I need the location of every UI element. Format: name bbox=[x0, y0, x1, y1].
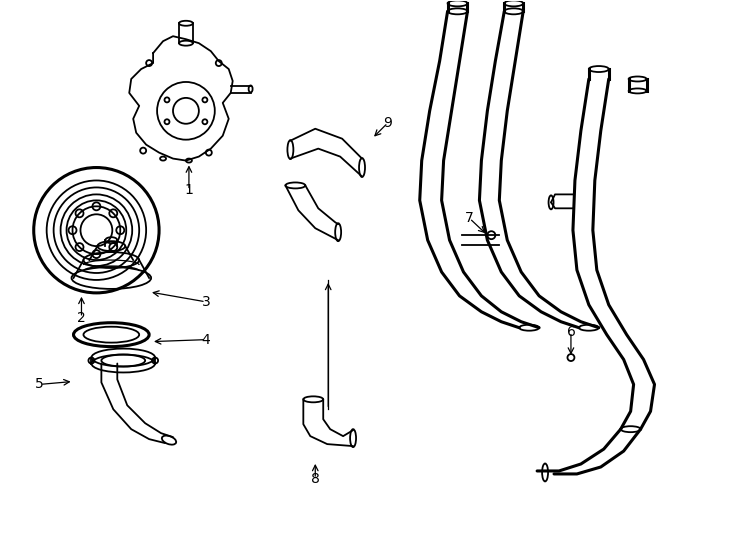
Text: 7: 7 bbox=[465, 211, 474, 225]
Text: 6: 6 bbox=[567, 325, 575, 339]
Text: 9: 9 bbox=[383, 116, 393, 130]
Text: 8: 8 bbox=[310, 472, 320, 486]
Text: 5: 5 bbox=[35, 377, 44, 392]
Text: 3: 3 bbox=[201, 295, 210, 309]
Text: 4: 4 bbox=[201, 333, 210, 347]
Text: 1: 1 bbox=[184, 184, 193, 198]
Text: 2: 2 bbox=[77, 310, 86, 325]
